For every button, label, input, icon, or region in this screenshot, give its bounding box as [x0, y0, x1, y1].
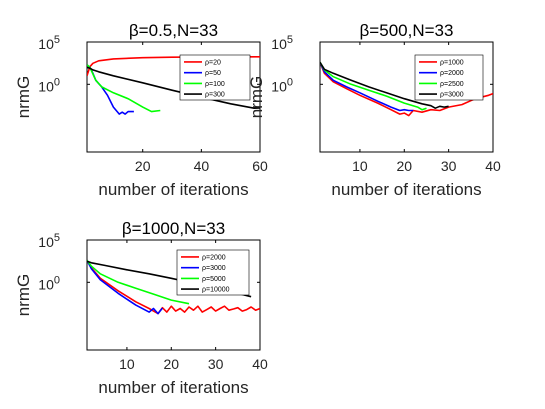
series-line-3 — [87, 259, 190, 305]
y-axis-label: nrmG — [14, 76, 33, 119]
y-axis-label: nrmG — [14, 274, 33, 317]
series-line-3 — [320, 61, 427, 111]
series-line-4 — [87, 66, 260, 109]
legend: ρ=2000 ρ=3000 ρ=5000 ρ=10000 — [176, 249, 250, 296]
legend-label: ρ=50 — [205, 70, 221, 77]
y-tick-label: 100 — [38, 274, 60, 292]
legend-label: ρ=2000 — [202, 254, 226, 261]
x-tick-label: 40 — [252, 356, 268, 372]
legend-label: ρ=5000 — [202, 276, 226, 283]
legend-label: ρ=100 — [205, 81, 225, 88]
x-tick-label: 10 — [352, 158, 368, 174]
y-tick-label: 100 — [271, 76, 293, 94]
legend-label: ρ=2000 — [440, 70, 464, 77]
legend-label: ρ=1000 — [440, 59, 464, 66]
legend-label: ρ=3000 — [202, 265, 226, 272]
legend-label: ρ=10000 — [202, 287, 230, 294]
x-axis-label: number of iterations — [98, 180, 248, 199]
chart-title: β=0.5,N=33 — [129, 21, 218, 40]
x-axis-label: number of iterations — [331, 180, 481, 199]
x-tick-label: 20 — [163, 356, 179, 372]
legend-label: ρ=20 — [205, 59, 221, 66]
x-tick-label: 10 — [119, 356, 135, 372]
legend-label: ρ=300 — [205, 92, 225, 99]
y-axis-label: nrmG — [247, 76, 266, 119]
chart-panel-1: 20 40 60 105 100 β=0.5,N=33 number of iteratio… — [14, 21, 268, 199]
y-tick-label: 100 — [38, 76, 60, 94]
legend-box — [179, 54, 251, 101]
y-tick-label: 105 — [38, 232, 60, 250]
x-tick-label: 40 — [485, 158, 501, 174]
y-tick-label: 105 — [38, 34, 60, 52]
series-line-4 — [320, 61, 449, 109]
legend: ρ=1000 ρ=2000 ρ=2500 ρ=3000 — [414, 54, 484, 101]
x-tick-label: 60 — [252, 158, 268, 174]
series-line-1 — [320, 62, 493, 117]
y-tick-label: 105 — [271, 34, 293, 52]
series-line-3 — [87, 64, 161, 113]
series-line-1 — [87, 259, 260, 315]
x-tick-label: 30 — [208, 356, 224, 372]
x-tick-label: 30 — [441, 158, 457, 174]
chart-panel-2: 10 20 30 40 105 100 β=500,N=33 number of iterat… — [247, 21, 501, 199]
legend: ρ=20 ρ=50 ρ=100 ρ=300 — [179, 54, 251, 101]
series-group — [320, 61, 493, 117]
chart-panel-3: 10 20 30 40 105 100 β=1000,N=33 number of itera… — [14, 219, 268, 397]
series-line-2 — [87, 259, 164, 315]
chart-title: β=1000,N=33 — [122, 219, 225, 238]
x-tick-label: 20 — [396, 158, 412, 174]
chart-title: β=500,N=33 — [360, 21, 454, 40]
x-tick-label: 40 — [194, 158, 210, 174]
x-tick-label: 20 — [135, 158, 151, 174]
series-line-2 — [320, 61, 414, 112]
x-axis-label: number of iterations — [98, 378, 248, 397]
legend-label: ρ=3000 — [440, 92, 464, 99]
legend-label: ρ=2500 — [440, 81, 464, 88]
